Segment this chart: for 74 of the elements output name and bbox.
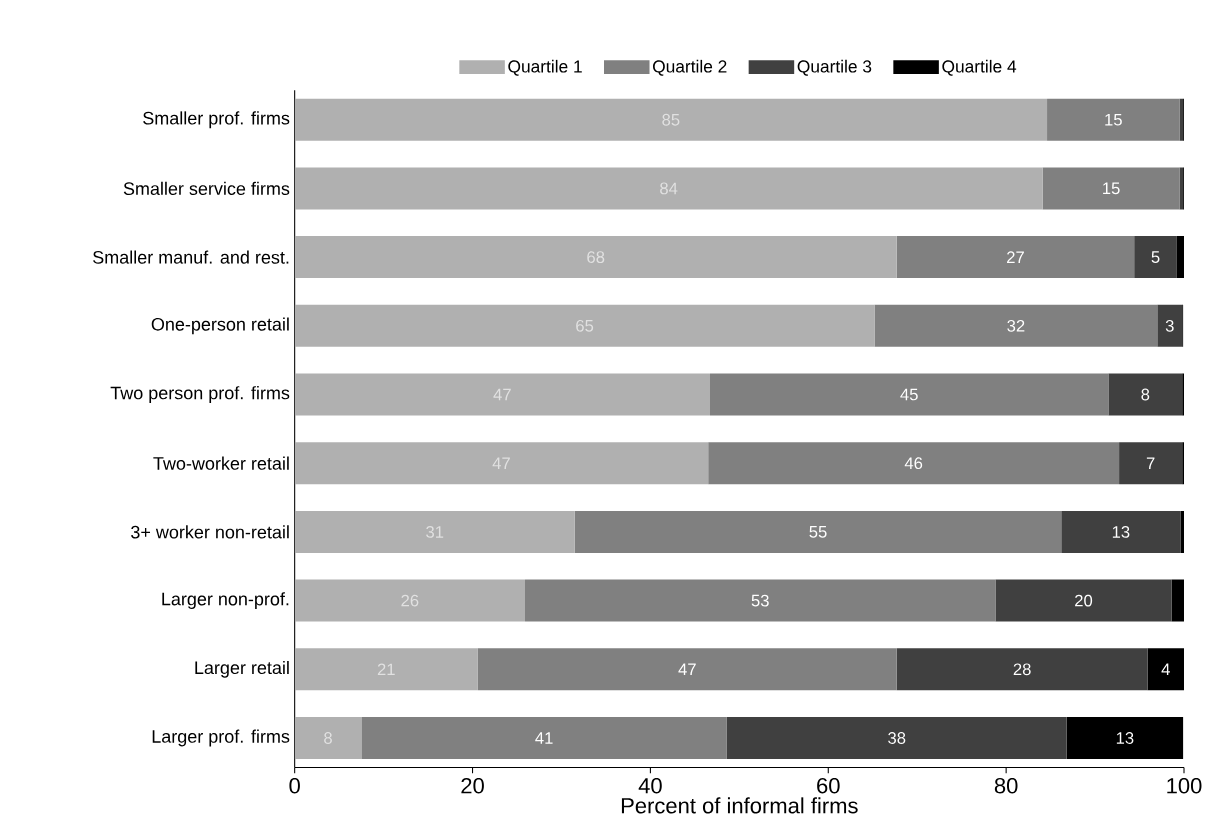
bar [1066, 716, 1184, 759]
data-label: 3 [1165, 319, 1174, 332]
data-label: 45 [900, 388, 918, 401]
bar [294, 304, 875, 347]
x-tick-label: 60 [817, 777, 840, 794]
data-label: 13 [1116, 732, 1134, 744]
y-tick-label: Larger prof. firms [152, 729, 290, 747]
x-tick-label: 40 [638, 777, 662, 794]
x-tick-label: 0 [289, 777, 300, 794]
y-tick-label: Two person prof. firms [110, 386, 290, 403]
bar [874, 304, 1158, 347]
data-label: 38 [888, 732, 906, 744]
bar [477, 648, 897, 691]
legend-label: Quartile 4 [942, 59, 1017, 76]
y-tick-label: Larger non-prof. [162, 592, 289, 609]
data-label: 15 [1105, 113, 1122, 126]
bar [1134, 236, 1177, 279]
data-label: 5 [1151, 251, 1160, 263]
x-tick-label: 100 [1167, 777, 1202, 794]
data-label: 15 [1103, 182, 1120, 195]
bar [294, 442, 709, 485]
data-label: 13 [1112, 526, 1130, 538]
bar [1180, 510, 1184, 553]
bar [708, 442, 1120, 485]
data-label: 41 [535, 732, 553, 744]
bar [294, 373, 710, 416]
data-label: 20 [1075, 594, 1093, 607]
data-label: 46 [904, 457, 923, 470]
y-tick-label: One-person retail [151, 317, 289, 335]
x-tick-label: 80 [994, 777, 1018, 794]
bar [294, 236, 897, 279]
data-label: 4 [1161, 663, 1170, 676]
x-tick-label: 20 [461, 777, 484, 794]
bar [574, 510, 1062, 553]
bar [294, 98, 1048, 141]
legend-label: Quartile 2 [653, 59, 727, 76]
bar [1061, 510, 1181, 553]
data-label: 55 [809, 526, 827, 538]
legend-label: Quartile 3 [797, 59, 872, 76]
bar [294, 716, 362, 759]
bar [294, 579, 526, 622]
y-tick-label: Smaller service firms [123, 181, 290, 196]
bar [709, 373, 1109, 416]
bar [896, 648, 1148, 691]
bar [294, 648, 478, 691]
bar [294, 510, 575, 553]
bar [1119, 442, 1183, 485]
data-label: 28 [1013, 663, 1031, 676]
bar [361, 716, 727, 759]
y-tick-label: Smaller prof. firms [143, 111, 290, 129]
bar [1042, 167, 1180, 210]
bar [896, 236, 1135, 279]
y-tick-label: Larger retail [195, 660, 289, 678]
bar [726, 716, 1067, 759]
bar [1171, 579, 1184, 622]
data-label: 7 [1146, 457, 1155, 469]
y-tick-label: 3+ worker non-retail [131, 525, 289, 539]
bar [525, 579, 996, 622]
data-label: 53 [751, 594, 769, 607]
x-axis-title: Percent of informal firms [621, 797, 858, 814]
bar [1108, 373, 1183, 416]
legend-label: Quartile 1 [508, 59, 582, 76]
bar [1157, 304, 1183, 347]
data-label: 47 [678, 663, 696, 676]
bar [1176, 236, 1184, 279]
y-tick-label: Two-worker retail [153, 456, 289, 470]
bar [995, 579, 1172, 622]
bar [1147, 648, 1184, 691]
bar [294, 167, 1043, 210]
data-label: 27 [1007, 251, 1024, 263]
bar [1047, 98, 1180, 141]
data-label: 8 [1141, 388, 1150, 401]
y-tick-label: Smaller manuf. and rest. [93, 250, 289, 264]
data-label: 32 [1007, 319, 1025, 332]
